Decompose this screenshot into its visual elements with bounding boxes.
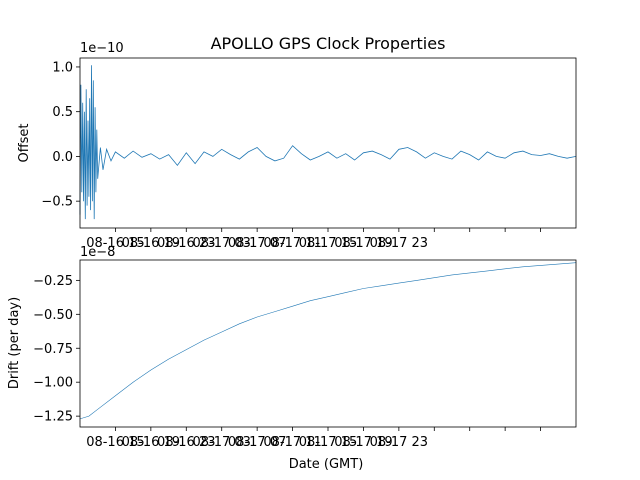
y-tick-label: −1.25 [33,410,73,425]
y-axis-label: Offset [17,123,32,162]
y-axis-label: Drift (per day) [7,297,22,389]
y-tick-label: −1.00 [33,376,73,391]
chart-title: APOLLO GPS Clock Properties [211,34,446,53]
x-tick-label: 08-17 03 [192,236,250,251]
x-tick-label: 08-17 07 [228,435,286,450]
y-tick-label: −0.75 [33,342,73,357]
drift-axes: 1e−8 Drift (per day) Date (GMT) −1.25 −1.… [7,245,577,472]
x-tick-label: 08-16 23 [157,435,215,450]
x-tick-label: 08-17 19 [334,236,392,251]
series-line-drift [79,262,577,420]
x-tick-label: 08-17 03 [192,435,250,450]
x-tick-label: 08-16 15 [86,435,144,450]
plot-frame [79,57,577,229]
y-tick-label: 0.5 [52,105,73,120]
x-tick-label: 08-16 15 [86,236,144,251]
y-tick-label: 1.0 [52,60,73,75]
x-tick-label: 08-17 19 [334,435,392,450]
x-tick-label: 08-16 19 [122,236,180,251]
x-tick-label: 08-16 19 [122,435,180,450]
x-tick-label: 08-17 15 [299,435,357,450]
plot-frame [79,259,577,428]
x-tick-label: 08-17 23 [370,236,428,251]
y-tick-label: −0.50 [33,308,73,323]
x-tick-label: 08-17 23 [370,435,428,450]
y-tick-label: −0.25 [33,274,73,289]
offset-axes: APOLLO GPS Clock Properties 1e−10 Offset… [17,34,577,251]
x-tick-label: 08-17 11 [263,236,321,251]
x-tick-label: 08-17 15 [299,236,357,251]
y-offset-text: 1e−8 [80,245,115,260]
x-tick-label: 08-17 07 [228,236,286,251]
y-offset-text: 1e−10 [80,41,124,56]
y-tick-label: 0.0 [52,150,73,165]
x-axis-label: Date (GMT) [289,457,364,472]
x-tick-label: 08-16 23 [157,236,215,251]
y-tick-label: −0.5 [41,195,73,210]
series-line-offset [79,65,577,220]
x-tick-label: 08-17 11 [263,435,321,450]
